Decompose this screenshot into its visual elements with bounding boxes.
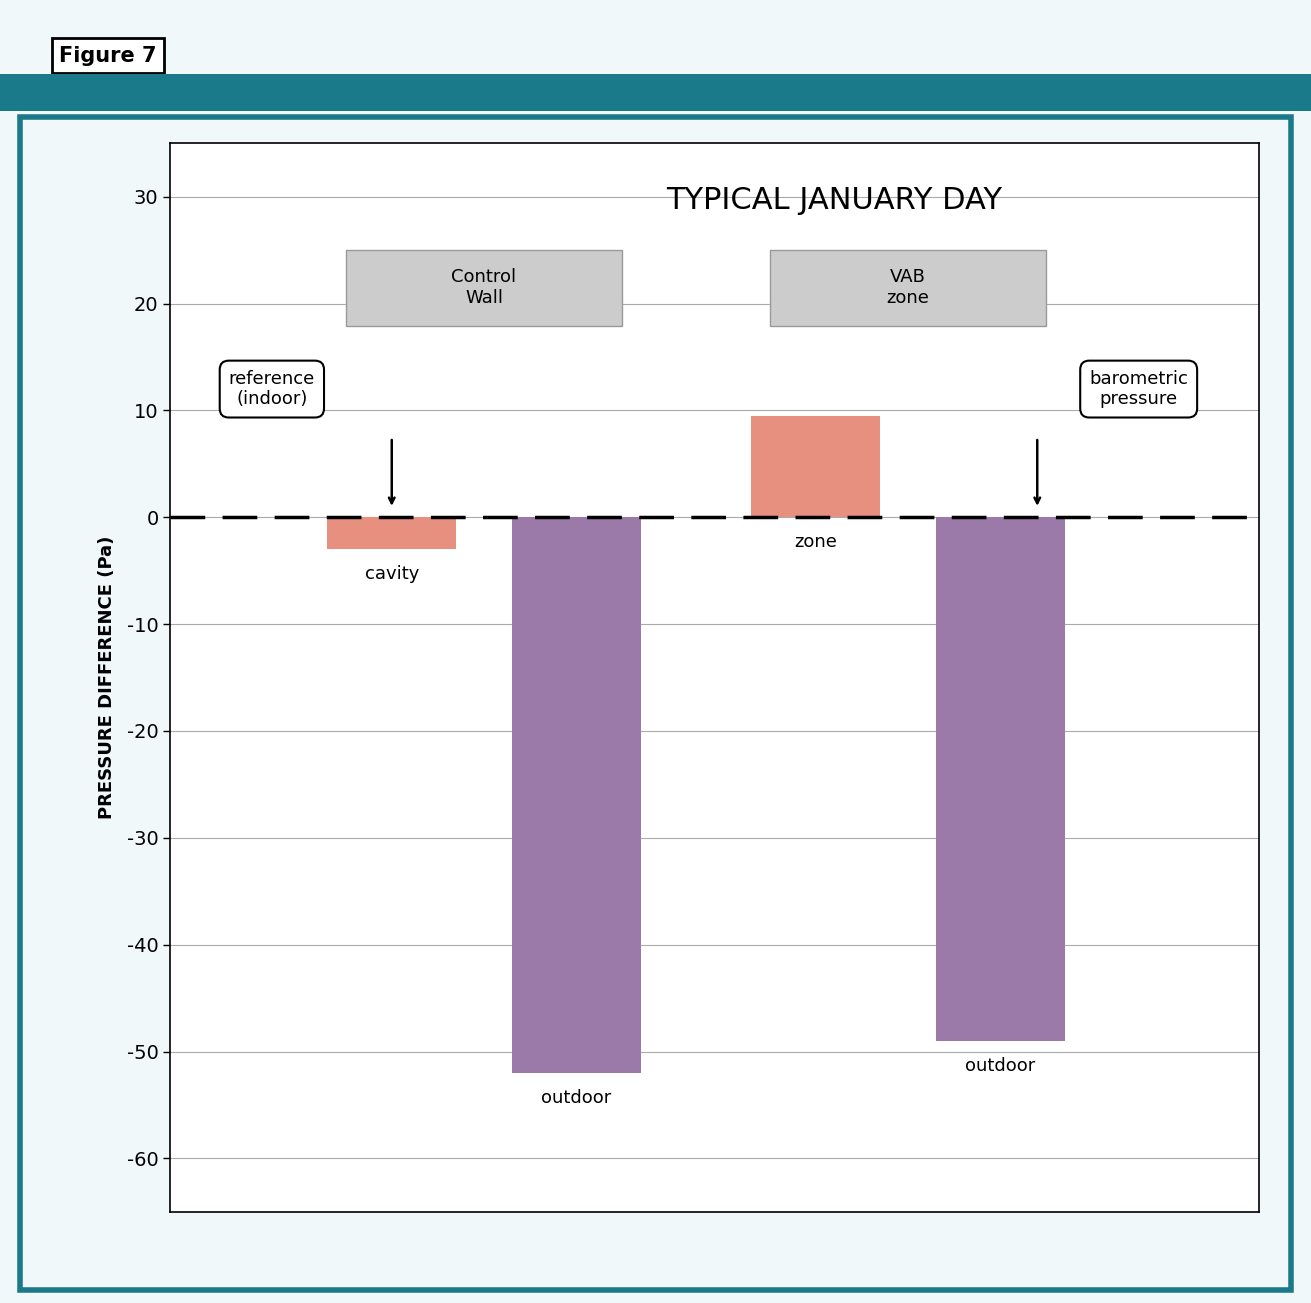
Text: TYPICAL JANUARY DAY: TYPICAL JANUARY DAY <box>666 186 1003 215</box>
Bar <box>936 517 1065 1041</box>
Text: reference
(indoor): reference (indoor) <box>228 370 315 408</box>
Text: outdoor: outdoor <box>541 1089 611 1108</box>
Text: outdoor: outdoor <box>965 1057 1036 1075</box>
Text: Control
Wall: Control Wall <box>451 268 517 308</box>
Text: barometric
pressure: barometric pressure <box>1089 370 1188 408</box>
FancyBboxPatch shape <box>346 250 623 326</box>
Bar <box>328 517 456 550</box>
Text: VAB
zone: VAB zone <box>886 268 929 308</box>
Y-axis label: PRESSURE DIFFERENCE (Pa): PRESSURE DIFFERENCE (Pa) <box>97 536 115 820</box>
Text: zone: zone <box>794 533 838 551</box>
Bar <box>751 416 881 517</box>
Bar <box>511 517 641 1072</box>
FancyBboxPatch shape <box>770 250 1046 326</box>
Text: cavity: cavity <box>364 566 420 584</box>
Text: Figure 7: Figure 7 <box>59 46 156 65</box>
